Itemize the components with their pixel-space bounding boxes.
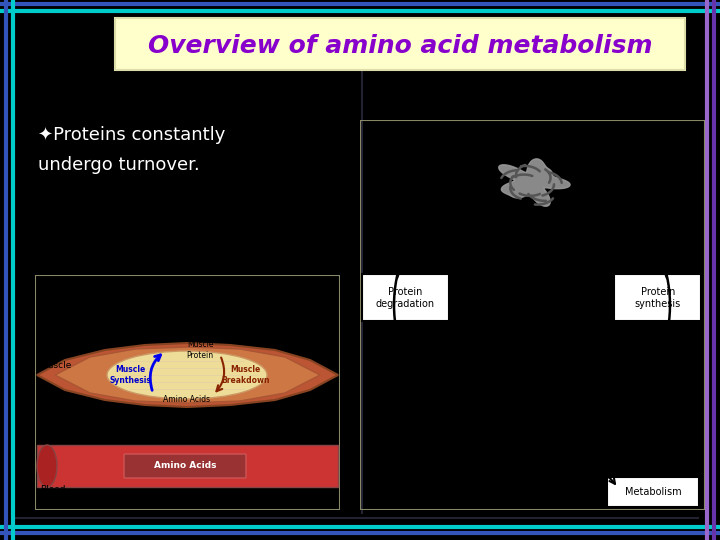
Text: Lys: Lys <box>575 356 585 363</box>
FancyBboxPatch shape <box>115 18 685 70</box>
Text: Phe: Phe <box>516 373 530 383</box>
Text: Amino Acids: Amino Acids <box>154 462 216 470</box>
Text: Amino Acids: Amino Acids <box>163 395 210 404</box>
Text: Asn: Asn <box>516 358 528 368</box>
Text: Amino acids: Amino acids <box>498 460 566 470</box>
Text: Pro: Pro <box>582 367 593 373</box>
Text: Muscle: Muscle <box>40 361 71 369</box>
Text: Muscle
Protein: Muscle Protein <box>186 340 214 360</box>
Text: *Tyr: *Tyr <box>528 343 542 353</box>
Text: Asp: Asp <box>532 374 546 382</box>
Text: Gly: Gly <box>510 387 522 397</box>
Polygon shape <box>37 343 338 407</box>
Ellipse shape <box>37 445 57 487</box>
Text: Met: Met <box>495 417 509 427</box>
Text: ✦Proteins constantly: ✦Proteins constantly <box>38 126 225 144</box>
Bar <box>37 445 338 487</box>
Polygon shape <box>499 159 570 206</box>
Text: Arg: Arg <box>572 400 584 406</box>
Text: Muscle
Breakdown: Muscle Breakdown <box>221 365 269 384</box>
Text: Ala: Ala <box>529 404 541 412</box>
Text: Protein
degradation: Protein degradation <box>375 287 435 309</box>
Text: Blood: Blood <box>40 485 66 495</box>
Text: Ser: Ser <box>509 345 521 355</box>
Text: Phe: Phe <box>560 350 574 358</box>
Text: Val: Val <box>570 374 580 382</box>
Text: Cys: Cys <box>513 403 526 413</box>
FancyBboxPatch shape <box>614 274 701 321</box>
Text: undergo turnover.: undergo turnover. <box>38 156 199 174</box>
Text: Trp: Trp <box>559 401 570 409</box>
Text: Overview of amino acid metabolism: Overview of amino acid metabolism <box>148 34 652 58</box>
FancyBboxPatch shape <box>607 477 699 507</box>
Text: Schematic of protein breakdown & synthesis: Schematic of protein breakdown & synthes… <box>86 282 289 292</box>
FancyBboxPatch shape <box>362 274 449 321</box>
Text: Leu: Leu <box>493 387 507 397</box>
Text: Gln: Gln <box>546 346 558 354</box>
Polygon shape <box>55 347 320 403</box>
Text: Ile: Ile <box>528 389 536 397</box>
Text: Metabolism: Metabolism <box>625 487 681 497</box>
Text: Muscle
Synthesis: Muscle Synthesis <box>109 365 151 384</box>
Text: Thr: Thr <box>500 372 513 382</box>
Text: His: His <box>499 402 511 412</box>
Text: Protein
synthesis: Protein synthesis <box>635 287 681 309</box>
Text: Proteins: Proteins <box>510 133 554 143</box>
Text: His: His <box>524 421 536 429</box>
Ellipse shape <box>107 351 267 399</box>
FancyBboxPatch shape <box>124 454 246 478</box>
